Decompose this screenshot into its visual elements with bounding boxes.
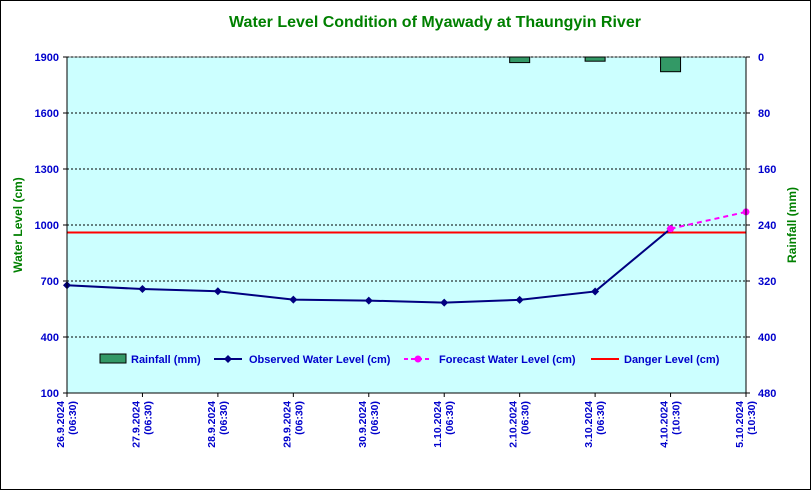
x-tick-date: 30.9.2024 <box>357 401 369 448</box>
observed-point <box>138 285 147 294</box>
rainfall-bars <box>509 56 682 73</box>
legend-label: Observed Water Level (cm) <box>249 354 391 366</box>
forecast-point <box>667 225 675 233</box>
x-tick-date: 26.9.2024 <box>55 401 67 448</box>
y-tick-label: 1300 <box>35 164 59 176</box>
y-tick-label: 700 <box>41 276 59 288</box>
y2-tick-label: 0 <box>758 52 764 64</box>
axes: 100 400 700 1000 1300 1600 1900 0 80 160 240 320 400… <box>35 52 777 448</box>
x-tick-time: (06:30) <box>369 401 381 435</box>
y2-axis-label: Rainfall (mm) <box>785 187 799 263</box>
x-tick-label: 30.9.2024 (06:30) <box>357 401 381 448</box>
x-tick-date: 4.10.2024 <box>659 401 671 448</box>
x-tick-date: 28.9.2024 <box>206 401 218 448</box>
y2-tick-label: 320 <box>758 276 776 288</box>
y-tick-label: 1000 <box>35 220 59 232</box>
x-tick-time: (06:30) <box>142 401 154 435</box>
y-axis-label: Water Level (cm) <box>11 177 25 273</box>
x-tick-time: (06:30) <box>595 401 607 435</box>
y-tick-label: 1900 <box>35 52 59 64</box>
x-tick-time: (10:30) <box>671 401 683 435</box>
y2-tick-label: 160 <box>758 164 776 176</box>
x-tick-date: 29.9.2024 <box>281 401 293 448</box>
legend-label: Rainfall (mm) <box>131 354 201 366</box>
x-tick-label: 2.10.2024 (06:30) <box>508 401 532 448</box>
x-tick-label: 28.9.2024 (06:30) <box>206 401 230 448</box>
observed-point <box>440 298 449 307</box>
x-tick-label: 5.10.2024 (10:30) <box>734 401 758 448</box>
y2-tick-label: 480 <box>758 388 776 400</box>
observed-point <box>289 295 298 304</box>
observed-point <box>515 295 524 304</box>
x-tick-date: 3.10.2024 <box>583 401 595 448</box>
legend-label: Danger Level (cm) <box>624 354 720 366</box>
rainfall-bar <box>584 56 606 62</box>
forecast-line <box>670 210 747 230</box>
legend: Rainfall (mm) Observed Water Level (cm) Fo… <box>99 353 720 366</box>
x-tick-label: 1.10.2024 (06:30) <box>432 401 456 448</box>
x-tick-time: (06:30) <box>218 401 230 435</box>
x-tick-label: 26.9.2024 (06:30) <box>55 401 79 448</box>
observed-point <box>213 287 222 296</box>
x-tick-date: 1.10.2024 <box>432 401 444 448</box>
x-tick-label: 4.10.2024 (10:30) <box>659 401 683 448</box>
chart-title: Water Level Condition of Myawady at Thau… <box>229 14 641 31</box>
legend-label: Forecast Water Level (cm) <box>439 354 576 366</box>
y2-tick-label: 240 <box>758 220 776 232</box>
rainfall-bar <box>509 56 531 64</box>
y2-tick-label: 80 <box>758 108 770 120</box>
y-tick-label: 400 <box>41 332 59 344</box>
y-tick-label: 100 <box>41 388 59 400</box>
x-tick-label: 27.9.2024 (06:30) <box>130 401 154 448</box>
x-tick-time: (06:30) <box>293 401 305 435</box>
x-tick-date: 5.10.2024 <box>734 401 746 448</box>
gridlines <box>67 56 746 338</box>
legend-marker-observed <box>224 355 232 363</box>
x-tick-label: 3.10.2024 (06:30) <box>583 401 607 448</box>
x-tick-time: (10:30) <box>746 401 758 435</box>
y-tick-label: 1600 <box>35 108 59 120</box>
x-tick-time: (06:30) <box>520 401 532 435</box>
rainfall-bar <box>660 56 682 73</box>
x-tick-date: 2.10.2024 <box>508 401 520 448</box>
legend-swatch-rainfall <box>99 353 127 364</box>
x-tick-label: 29.9.2024 (06:30) <box>281 401 305 448</box>
observed-point <box>364 296 373 305</box>
y2-tick-label: 400 <box>758 332 776 344</box>
observed-point <box>591 287 600 296</box>
x-tick-time: (06:30) <box>67 401 79 435</box>
x-tick-date: 27.9.2024 <box>130 401 142 448</box>
x-tick-time: (06:30) <box>444 401 456 435</box>
legend-marker-forecast <box>414 355 422 363</box>
